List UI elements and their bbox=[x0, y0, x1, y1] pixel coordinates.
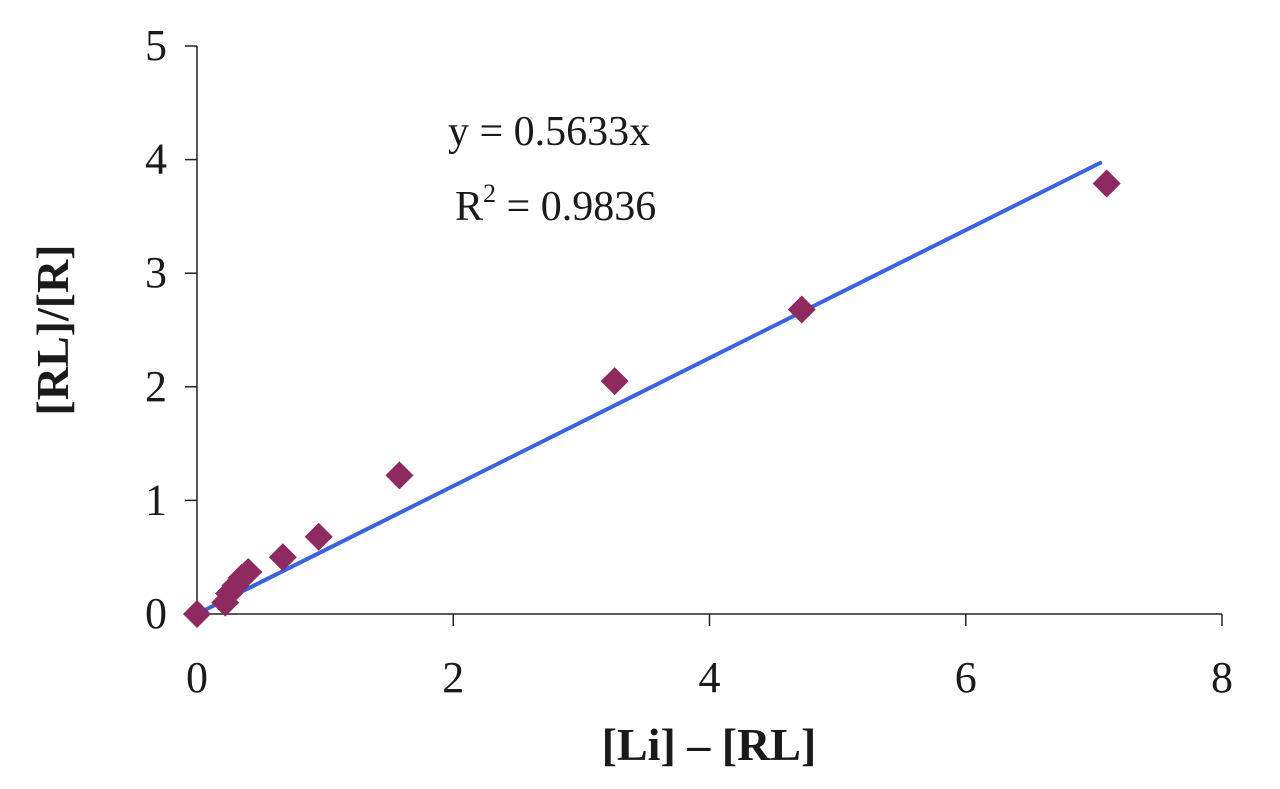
y-tick-label: 4 bbox=[145, 135, 167, 184]
x-tick-label: 0 bbox=[186, 653, 208, 702]
y-tick-label: 0 bbox=[145, 589, 167, 638]
axes bbox=[196, 46, 1222, 615]
trendline bbox=[195, 160, 1103, 616]
data-point bbox=[385, 461, 414, 490]
x-tick-label: 4 bbox=[699, 653, 721, 702]
ticks: 0 1 2 3 4 5 0 2 4 6 8 bbox=[145, 21, 1233, 702]
x-tick-label: 2 bbox=[442, 653, 464, 702]
y-tick-label: 3 bbox=[145, 248, 167, 297]
data-point bbox=[787, 295, 816, 324]
r-squared-superscript: 2 bbox=[483, 179, 496, 208]
data-point bbox=[304, 522, 333, 551]
y-tick-label: 1 bbox=[145, 475, 167, 524]
data-point bbox=[268, 543, 297, 572]
y-tick-label: 2 bbox=[145, 362, 167, 411]
y-axis-title: [RL]/[R] bbox=[27, 244, 78, 415]
r-squared-value: = 0.9836 bbox=[496, 184, 656, 230]
y-tick-label: 5 bbox=[145, 21, 167, 70]
x-tick-label: 8 bbox=[1211, 653, 1233, 702]
r-squared-label: R2 = 0.9836 bbox=[455, 179, 656, 230]
data-point bbox=[183, 600, 211, 628]
equation-label: y = 0.5633x bbox=[448, 109, 650, 155]
x-axis-title: [Li] – [RL] bbox=[602, 719, 817, 770]
x-tick-label: 6 bbox=[955, 653, 977, 702]
data-points bbox=[183, 169, 1121, 628]
trendline-group bbox=[195, 160, 1103, 616]
data-point bbox=[1092, 169, 1121, 198]
data-point bbox=[234, 557, 263, 586]
data-point bbox=[600, 367, 629, 396]
r-squared-prefix: R bbox=[455, 184, 483, 230]
